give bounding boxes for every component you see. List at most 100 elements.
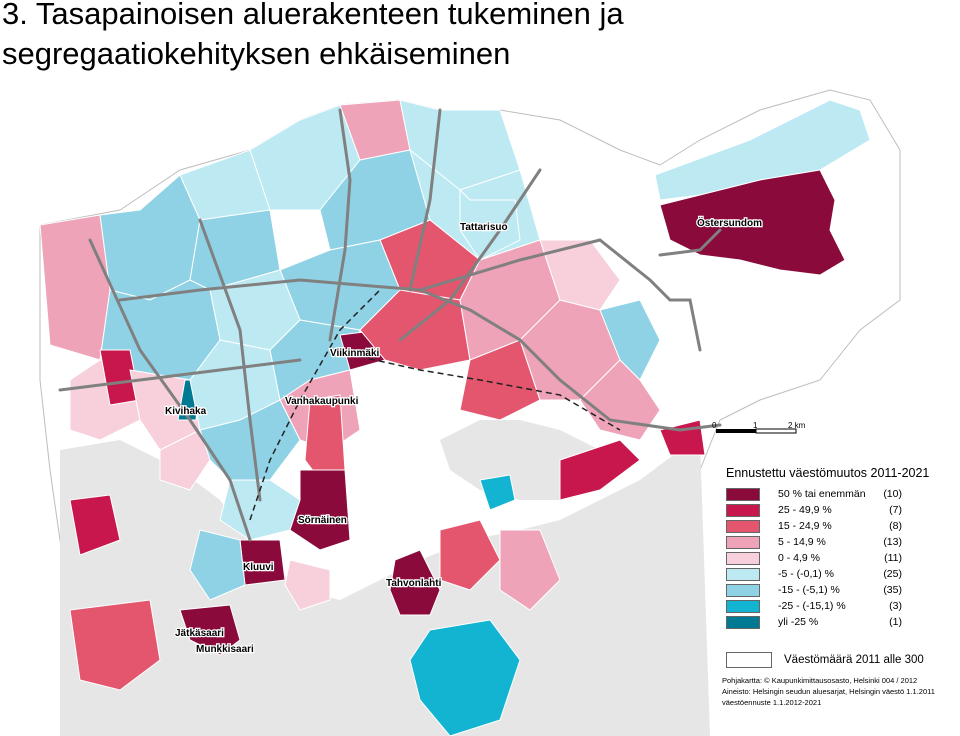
road-network [58,108,722,542]
title-line-1: 3. Tasapainoisen aluerakenteen tukeminen… [2,0,624,31]
district [389,549,441,616]
source-line-2: Aineisto: Helsingin seudun aluesarjat, H… [722,687,935,696]
legend-row: 15 - 24,9 % (8) [726,518,952,534]
label-tahvonlahti: Tahvonlahti [386,578,442,589]
railway-line [329,349,621,431]
legend-count: (35) [883,584,902,596]
label-kivihaka: Kivihaka [165,406,207,417]
district [659,169,846,276]
legend-swatch [726,616,760,629]
district [69,494,121,556]
scale-bar-graphic: 0 1 2 km [712,421,806,434]
legend-count: (11) [884,552,902,564]
district [284,559,331,611]
district [289,469,351,551]
legend-row: -15 - (-5,1) % (35) [726,582,952,598]
road [418,288,722,432]
source-line-3: väestöennuste 1.1.2012-2021 [722,698,822,707]
district [654,99,871,201]
legend-count: (10) [883,488,902,500]
district [599,299,661,381]
road [598,238,702,352]
road [198,218,262,502]
legend-row: 25 - 49,9 % (7) [726,502,952,518]
legend-label: -15 - (-5,1) % [778,584,840,596]
legend-label: 25 - 49,9 % [778,504,832,516]
legend-swatch [726,600,760,613]
scale-tick-0: 0 [712,421,717,430]
road [398,168,542,342]
district [539,239,621,311]
road [408,108,442,292]
legend-count: (3) [889,600,902,612]
legend-population-label: Väestömäärä 2011 alle 300 [784,654,924,666]
map-legend: Ennustettu väestömuutos 2011-2021 50 % t… [718,462,956,712]
page-title: 3. Tasapainoisen aluerakenteen tukeminen… [2,0,952,74]
district [499,529,561,611]
legend-label: 5 - 14,9 % [778,536,826,548]
district [304,394,346,481]
scale-tick-2: 2 km [788,421,806,430]
legend-row: 5 - 14,9 % (13) [726,534,952,550]
district [459,339,541,421]
legend-label: 50 % tai enemmän [778,488,866,500]
road [328,108,352,342]
legend-swatch [726,488,760,501]
legend-swatch [726,536,760,549]
label-kluuvi: Kluuvi [243,562,274,573]
district [39,214,111,361]
legend-row: 0 - 4,9 % (11) [726,550,952,566]
road [658,228,722,257]
label-viikinmaki: Viikinmäki [330,348,380,359]
legend-row: -25 - (-15,1) % (3) [726,598,952,614]
legend-label: -25 - (-15,1) % [778,600,846,612]
legend-swatch [726,552,760,565]
label-jatkasaari: Jätkäsaari [175,628,224,639]
legend-count: (13) [883,536,902,548]
railway [249,289,621,521]
legend-count: (25) [883,568,902,580]
scale-bar: 0 1 2 km [708,420,818,444]
legend-swatch [726,568,760,581]
district [199,399,301,481]
district [159,429,211,491]
road [58,358,302,392]
legend-label: 15 - 24,9 % [778,520,832,532]
legend-swatch [726,584,760,597]
district [479,474,516,511]
legend-swatch [726,520,760,533]
legend-count: (1) [889,616,902,628]
district [179,604,241,656]
label-munkkisaari: Munkkisaari [196,644,254,655]
legend-label: -5 - (-0,1) % [778,568,835,580]
label-vanhakaupunki: Vanhakaupunki [285,396,359,407]
district [559,439,641,501]
title-line-2: segregaatiokehityksen ehkäiseminen [2,36,511,71]
label-tattarisuo: Tattarisuo [460,222,508,233]
label-ostersundom: Östersundom [697,216,762,229]
legend-row: -5 - (-0,1) % (25) [726,566,952,582]
place-labels: Tattarisuo Östersundom Viikinmäki Kiviha… [164,215,764,657]
district-polygons [39,99,871,736]
legend-title: Ennustettu väestömuutos 2011-2021 [726,466,930,480]
district [579,359,661,441]
district [439,519,501,591]
legend-count: (8) [889,520,902,532]
legend-label: yli -25 % [778,616,819,628]
legend-row: yli -25 % (1) [726,614,952,630]
label-sornainen: Sörnäinen [298,515,347,526]
railway-line [249,289,381,521]
legend-swatch-white [726,652,772,668]
source-line-1: Pohjakartta: © Kaupunkimittausosasto, He… [722,676,918,685]
legend-count: (7) [889,504,902,516]
road [118,238,602,302]
legend-row: 50 % tai enemmän (10) [726,486,952,502]
district [69,599,161,691]
district [459,188,521,261]
road [88,238,252,542]
district [409,619,521,736]
scale-tick-1: 1 [753,421,758,430]
legend-swatch [726,504,760,517]
legend-label: 0 - 4,9 % [778,552,821,564]
